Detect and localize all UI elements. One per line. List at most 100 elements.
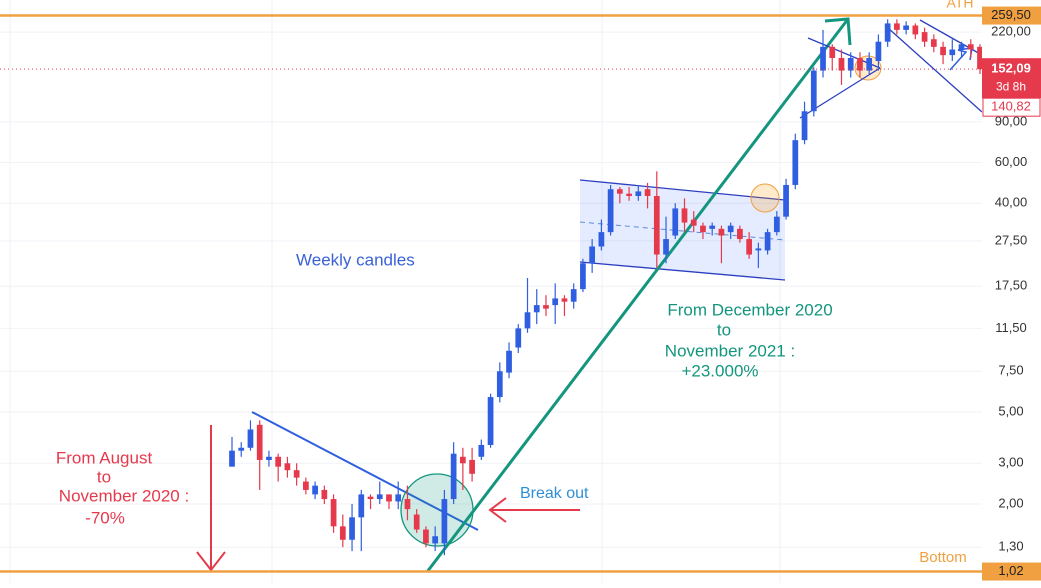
candle-body — [275, 456, 282, 467]
candle-body — [607, 189, 614, 233]
drop-arrow-head — [196, 551, 226, 572]
candle-body — [709, 225, 716, 229]
candle-body — [423, 529, 429, 544]
candle-body — [404, 499, 411, 510]
candle-body — [570, 289, 577, 302]
y-tick-label: 3,00 — [998, 455, 1023, 470]
candle-body — [912, 25, 919, 35]
annotation: From December 2020 — [667, 300, 832, 319]
candle-body — [460, 456, 466, 464]
annotation: November 2020 : — [59, 486, 189, 505]
candle-body — [386, 494, 392, 502]
candle-body — [616, 189, 623, 194]
breakout-circle — [400, 473, 474, 547]
candle-body — [358, 494, 365, 518]
y-tick-label: 17,50 — [995, 278, 1028, 293]
countdown: 3d 8h — [996, 79, 1026, 93]
candle-body — [829, 46, 836, 59]
breakout-circle-2 — [750, 183, 780, 213]
levels — [0, 14, 982, 573]
candle-body — [552, 298, 559, 306]
price-box — [982, 97, 1041, 117]
grid — [0, 0, 982, 583]
candle-body — [367, 496, 374, 500]
candle-body — [626, 193, 632, 196]
candle-body — [820, 46, 826, 71]
candle-body — [506, 350, 512, 373]
candle-body — [303, 481, 309, 490]
candle-body — [339, 526, 346, 540]
annotation: to — [97, 467, 111, 486]
downtrend-line — [251, 411, 479, 531]
candle-body — [690, 219, 697, 226]
candle-body — [312, 485, 318, 495]
candle-body — [727, 225, 734, 233]
annotation: to — [717, 320, 731, 339]
bottom-label: Bottom — [919, 549, 967, 566]
candle-body — [940, 46, 946, 56]
channel-fill — [580, 180, 785, 280]
candle-body — [496, 371, 503, 398]
y-tick-label: 7,50 — [998, 363, 1023, 378]
price-box — [982, 58, 1041, 99]
candle-body — [958, 44, 965, 50]
candle-body — [580, 263, 586, 290]
candle-body — [238, 447, 245, 451]
y-tick-label: 11,50 — [995, 320, 1027, 335]
annotation: Break out — [520, 485, 589, 502]
candle-body — [977, 46, 983, 70]
candle-body — [450, 453, 457, 500]
candle-body — [469, 459, 475, 474]
annotation: November 2021 : — [665, 341, 795, 360]
candle-body — [432, 536, 439, 544]
candle-body — [561, 298, 568, 302]
candle-body — [533, 305, 540, 313]
candle-body — [256, 424, 263, 460]
price-label: 1,02 — [998, 563, 1023, 578]
rally-arrow-head — [824, 17, 852, 46]
candle-body — [543, 305, 549, 309]
price-box — [982, 562, 1041, 581]
candle-body — [672, 208, 679, 236]
candle-body — [792, 140, 799, 185]
candle-body — [894, 23, 900, 30]
candle-body — [266, 456, 272, 460]
candle-body — [589, 246, 596, 264]
candle-body — [875, 41, 882, 62]
annotation: +23.000% — [681, 361, 758, 380]
candles — [229, 19, 983, 556]
candle-body — [413, 514, 420, 530]
candle-body — [949, 49, 956, 56]
annotation: -70% — [85, 508, 125, 527]
price-label: 152,09 — [991, 61, 1031, 76]
candle-body — [441, 499, 448, 544]
y-tick-label: 27,50 — [995, 232, 1028, 247]
candle-body — [746, 239, 752, 255]
candle-body — [635, 191, 642, 196]
candle-body — [755, 248, 762, 251]
y-tick-label: 2,00 — [998, 495, 1023, 510]
candle-body — [847, 58, 854, 71]
channel-mid — [579, 221, 786, 241]
candle-body — [598, 232, 605, 247]
annotation: Weekly candles — [296, 250, 415, 269]
y-tick-label: 1,30 — [998, 539, 1023, 554]
candle-body — [229, 450, 235, 467]
breakout-arrow-head — [488, 497, 507, 523]
candle-body — [515, 328, 522, 348]
candle-body — [838, 58, 845, 71]
candle-body — [810, 70, 817, 112]
channel-bottom — [579, 261, 786, 281]
wedge-bottom — [887, 27, 983, 113]
candle-body — [681, 208, 688, 223]
candle-body — [801, 111, 808, 141]
candle-body — [663, 239, 669, 255]
candle-body — [330, 499, 337, 527]
candle-body — [321, 489, 328, 500]
y-tick-label: 90,00 — [995, 113, 1028, 128]
annotation: From August — [56, 448, 153, 467]
candle-body — [284, 463, 291, 471]
price-label: 140,82 — [991, 99, 1031, 114]
